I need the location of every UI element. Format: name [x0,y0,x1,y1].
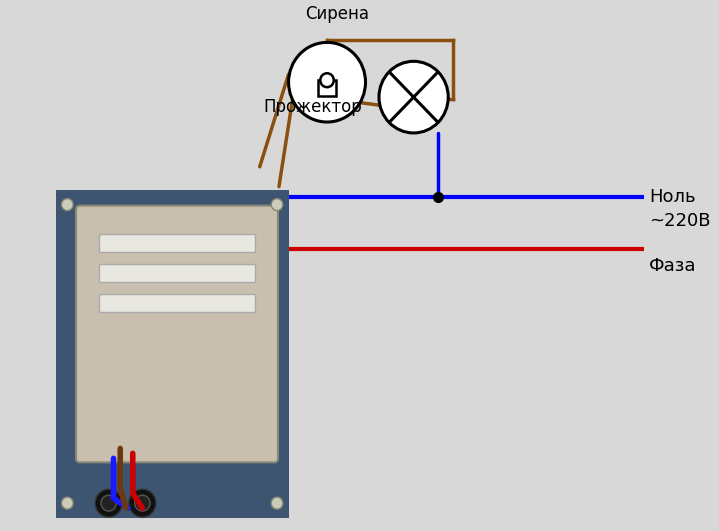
FancyBboxPatch shape [99,264,255,282]
Text: ~220В: ~220В [649,212,711,230]
Circle shape [62,497,73,509]
FancyBboxPatch shape [319,80,336,96]
Circle shape [95,489,122,517]
Circle shape [134,495,150,511]
FancyBboxPatch shape [99,294,255,312]
FancyBboxPatch shape [76,205,278,463]
Circle shape [271,497,283,509]
Text: Фаза: Фаза [649,258,697,276]
FancyBboxPatch shape [56,190,288,518]
FancyBboxPatch shape [99,235,255,252]
Circle shape [62,199,73,211]
Text: Прожектор: Прожектор [263,98,362,116]
Text: Ноль: Ноль [649,187,696,205]
Circle shape [101,495,116,511]
Circle shape [271,199,283,211]
Circle shape [379,61,448,133]
Circle shape [288,42,365,122]
Circle shape [320,73,334,87]
Circle shape [129,489,156,517]
Text: Сирена: Сирена [305,4,369,22]
